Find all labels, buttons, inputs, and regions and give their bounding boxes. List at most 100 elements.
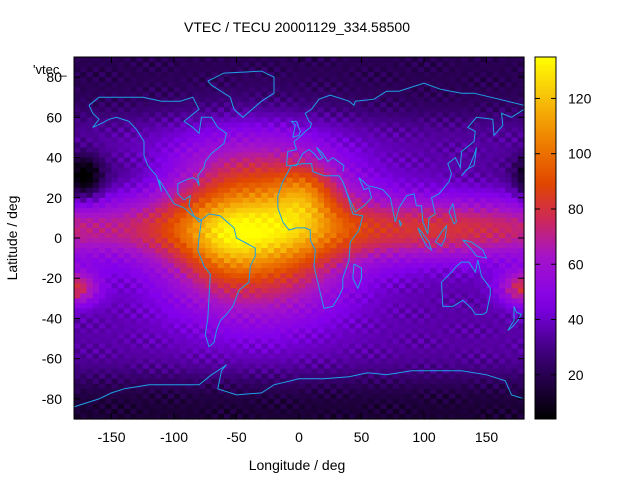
heatmap-cell bbox=[386, 378, 394, 385]
heatmap-cell bbox=[249, 222, 256, 229]
heatmap-cell bbox=[180, 328, 188, 335]
heatmap-cell bbox=[342, 137, 350, 144]
heatmap-cell bbox=[86, 192, 94, 199]
heatmap-cell bbox=[267, 253, 275, 259]
heatmap-cell bbox=[392, 127, 400, 134]
heatmap-cell bbox=[117, 177, 125, 184]
heatmap-cell bbox=[399, 373, 406, 380]
heatmap-cell bbox=[317, 393, 325, 400]
heatmap-cell bbox=[224, 288, 231, 294]
heatmap-cell bbox=[399, 112, 406, 118]
heatmap-cell bbox=[361, 77, 369, 83]
heatmap-cell bbox=[336, 202, 344, 209]
heatmap-cell bbox=[349, 172, 356, 179]
heatmap-cell bbox=[255, 132, 263, 139]
heatmap-cell bbox=[267, 157, 275, 164]
heatmap-cell bbox=[155, 157, 163, 164]
heatmap-cell bbox=[449, 57, 456, 63]
heatmap-cell bbox=[86, 378, 94, 385]
heatmap-cell bbox=[274, 383, 281, 390]
heatmap-cell bbox=[349, 107, 356, 113]
heatmap-cell bbox=[380, 207, 388, 214]
heatmap-cell bbox=[124, 97, 131, 103]
heatmap-cell bbox=[517, 97, 525, 103]
heatmap-cell bbox=[230, 92, 238, 98]
heatmap-cell bbox=[461, 82, 469, 88]
heatmap-cell bbox=[492, 87, 500, 93]
heatmap-cell bbox=[92, 288, 100, 294]
heatmap-cell bbox=[292, 157, 300, 164]
heatmap-cell bbox=[361, 157, 369, 164]
heatmap-cell bbox=[511, 268, 519, 274]
heatmap-cell bbox=[99, 192, 106, 199]
heatmap-cell bbox=[136, 333, 144, 340]
heatmap-cell bbox=[280, 102, 288, 108]
heatmap-cell bbox=[105, 258, 113, 264]
heatmap-cell bbox=[74, 127, 81, 134]
heatmap-cell bbox=[117, 137, 125, 144]
heatmap-cell bbox=[424, 82, 431, 88]
heatmap-cell bbox=[236, 192, 244, 199]
heatmap-cell bbox=[349, 212, 356, 219]
heatmap-cell bbox=[130, 202, 138, 209]
heatmap-cell bbox=[461, 147, 469, 154]
heatmap-cell bbox=[261, 273, 269, 279]
heatmap-cell bbox=[492, 328, 500, 335]
heatmap-cell bbox=[261, 92, 269, 98]
heatmap-cell bbox=[324, 182, 331, 189]
heatmap-cell bbox=[255, 393, 263, 400]
heatmap-cell bbox=[224, 333, 231, 340]
heatmap-cell bbox=[442, 137, 450, 144]
heatmap-cell bbox=[80, 67, 88, 73]
heatmap-cell bbox=[192, 308, 200, 315]
heatmap-cell bbox=[411, 298, 419, 304]
heatmap-cell bbox=[417, 82, 425, 88]
heatmap-cell bbox=[424, 202, 431, 209]
heatmap-cell bbox=[499, 227, 506, 234]
heatmap-cell bbox=[149, 217, 156, 224]
heatmap-cell bbox=[286, 167, 294, 174]
heatmap-cell bbox=[342, 82, 350, 88]
heatmap-cell bbox=[92, 137, 100, 144]
heatmap-cell bbox=[336, 162, 344, 169]
heatmap-cell bbox=[149, 137, 156, 144]
heatmap-cell bbox=[455, 243, 463, 249]
heatmap-cell bbox=[224, 202, 231, 209]
heatmap-cell bbox=[124, 232, 131, 239]
heatmap-cell bbox=[142, 147, 150, 154]
heatmap-cell bbox=[280, 82, 288, 88]
heatmap-cell bbox=[242, 72, 250, 78]
heatmap-cell bbox=[124, 388, 131, 395]
heatmap-cell bbox=[155, 253, 163, 259]
heatmap-cell bbox=[480, 207, 488, 214]
heatmap-cell bbox=[386, 358, 394, 365]
heatmap-cell bbox=[486, 343, 494, 350]
heatmap-cell bbox=[405, 142, 413, 149]
heatmap-cell bbox=[124, 313, 131, 320]
heatmap-cell bbox=[405, 177, 413, 184]
heatmap-cell bbox=[417, 142, 425, 149]
heatmap-cell bbox=[430, 227, 438, 234]
heatmap-cell bbox=[367, 212, 375, 219]
heatmap-cell bbox=[461, 102, 469, 108]
heatmap-cell bbox=[511, 313, 519, 320]
heatmap-cell bbox=[336, 248, 344, 254]
heatmap-cell bbox=[430, 283, 438, 289]
heatmap-cell bbox=[480, 57, 488, 63]
heatmap-cell bbox=[380, 383, 388, 390]
heatmap-cell bbox=[474, 263, 481, 269]
heatmap-cell bbox=[355, 207, 363, 214]
heatmap-cell bbox=[192, 348, 200, 355]
heatmap-cell bbox=[511, 162, 519, 169]
heatmap-cell bbox=[374, 172, 381, 179]
heatmap-cell bbox=[305, 127, 313, 134]
heatmap-cell bbox=[274, 217, 281, 224]
heatmap-cell bbox=[261, 373, 269, 380]
heatmap-cell bbox=[380, 263, 388, 269]
heatmap-cell bbox=[311, 202, 319, 209]
heatmap-cell bbox=[186, 172, 194, 179]
heatmap-cell bbox=[467, 147, 475, 154]
heatmap-cell bbox=[492, 162, 500, 169]
heatmap-cell bbox=[486, 212, 494, 219]
heatmap-cell bbox=[367, 298, 375, 304]
